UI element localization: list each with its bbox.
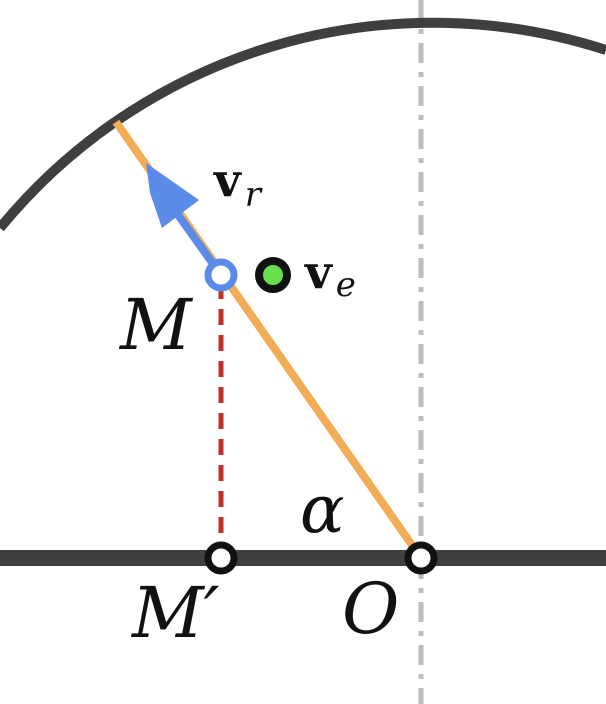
point-m-prime-marker [204,541,238,575]
label-m: M [118,284,194,366]
label-m-prime: M′ [130,572,220,654]
label-angle-alpha: α [300,471,345,548]
label-o: O [342,568,399,650]
vr-arrowhead [146,163,199,228]
vr-label-subscript: r [245,175,263,215]
ve-marker [255,257,291,293]
circle-arc [0,17,606,232]
ve-label-subscript: e [336,265,356,305]
ve-label-vector: v [304,245,333,299]
point-o-marker [404,541,438,575]
vr-label-vector: v [213,153,242,207]
point-m-marker [204,258,238,292]
